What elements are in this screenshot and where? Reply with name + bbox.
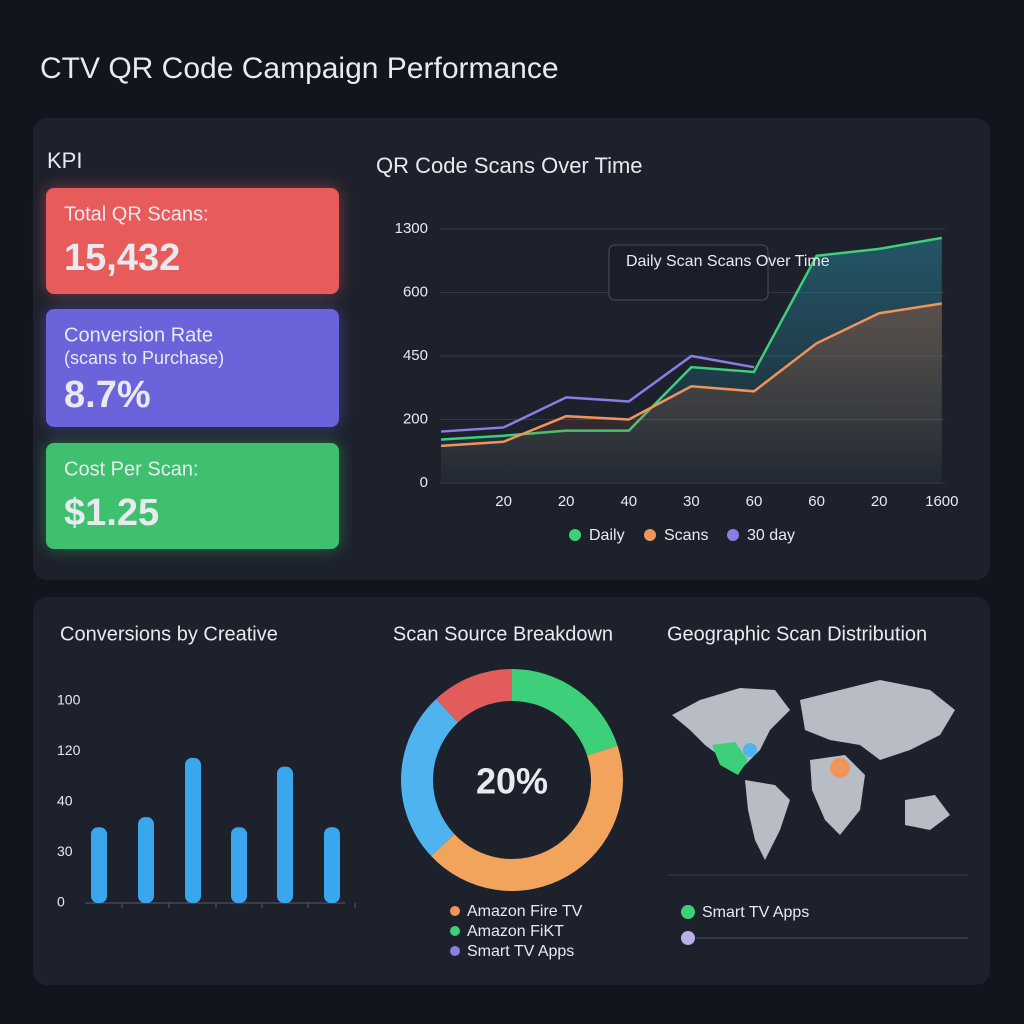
- south-america: [745, 780, 790, 860]
- area: [441, 303, 942, 483]
- eurasia: [800, 680, 955, 760]
- map-legend-label: Smart TV Apps: [702, 904, 809, 921]
- donut-slice: [401, 699, 459, 856]
- kpi-cards: Total QR Scans: 15,432 Conversion Rate(sca…: [46, 188, 339, 549]
- kpi-card: [46, 188, 339, 294]
- y-tick-label: 450: [403, 347, 428, 364]
- legend-dot: [727, 529, 739, 541]
- annotation-box: [608, 244, 769, 301]
- y-tick-label: 1300: [395, 220, 428, 237]
- kpi-value: $1.25: [64, 492, 159, 534]
- legend-label: 30 day: [747, 527, 795, 544]
- legend-label: Daily: [589, 527, 625, 544]
- x-tick-label: 40: [620, 493, 637, 510]
- y-tick-label: 100: [57, 692, 81, 708]
- australia: [905, 795, 950, 830]
- hotspot: [743, 743, 757, 757]
- legend-label: Amazon Fire TV: [467, 903, 583, 920]
- legend-dot: [644, 529, 656, 541]
- legend-label: Scans: [664, 527, 708, 544]
- chart-title: QR Code Scans Over Time: [376, 153, 643, 178]
- x-tick-label: 60: [746, 493, 763, 510]
- map-legend-dot: [681, 931, 695, 945]
- x-tick-label: 1600: [925, 493, 958, 510]
- bar: [324, 827, 340, 903]
- y-tick-label: 30: [57, 843, 73, 859]
- y-tick-label: 40: [57, 793, 73, 809]
- bar: [185, 757, 201, 903]
- x-tick-label: 30: [683, 493, 700, 510]
- map-legend-dot: [681, 905, 695, 919]
- kpi-value: 8.7%: [64, 374, 151, 416]
- hotspot: [830, 758, 850, 778]
- x-tick-label: 20: [558, 493, 575, 510]
- legend-dot: [450, 926, 460, 936]
- kpi-card: [46, 309, 339, 427]
- donut-slice: [511, 669, 618, 757]
- bar: [138, 817, 154, 903]
- kpi-label: Conversion Rate: [64, 324, 213, 346]
- legend-dot: [450, 946, 460, 956]
- annotation: Daily Scan Scans Over Time: [626, 253, 830, 270]
- chart-title: Scan Source Breakdown: [393, 623, 613, 645]
- map-title: Geographic Scan Distribution: [667, 623, 927, 645]
- x-tick-label: 20: [495, 493, 512, 510]
- chart-title: Conversions by Creative: [60, 623, 278, 645]
- y-tick-label: 600: [403, 283, 428, 300]
- kpi-value: 15,432: [64, 237, 180, 279]
- kpi-sublabel: (scans to Purchase): [64, 348, 224, 368]
- bar: [91, 827, 107, 903]
- donut-slice: [431, 745, 623, 891]
- kpi-card: [46, 443, 339, 549]
- y-tick-label: 200: [403, 410, 428, 427]
- kpi-label: Cost Per Scan:: [64, 458, 199, 480]
- bar: [231, 827, 247, 903]
- legend-label: Smart TV Apps: [467, 943, 574, 960]
- legend-dot: [450, 906, 460, 916]
- bar: [277, 766, 293, 903]
- world-map: [672, 680, 955, 860]
- y-tick-label: 120: [57, 742, 81, 758]
- hotspot-region: [712, 742, 748, 775]
- line: [440, 302, 942, 448]
- x-tick-label: 20: [871, 493, 888, 510]
- kpi-label: Total QR Scans:: [64, 203, 209, 225]
- y-tick-label: 0: [57, 894, 65, 910]
- page-title: CTV QR Code Campaign Performance: [40, 52, 559, 85]
- donut-center-label: 20%: [476, 761, 548, 802]
- x-tick-label: 60: [808, 493, 825, 510]
- y-tick-label: 0: [420, 474, 428, 491]
- kpi-heading: KPI: [47, 148, 82, 173]
- legend-dot: [569, 529, 581, 541]
- line: [440, 354, 755, 433]
- legend-label: Amazon FiKT: [467, 923, 564, 940]
- africa: [810, 755, 865, 835]
- north-america: [672, 688, 790, 770]
- donut-slice: [436, 669, 513, 723]
